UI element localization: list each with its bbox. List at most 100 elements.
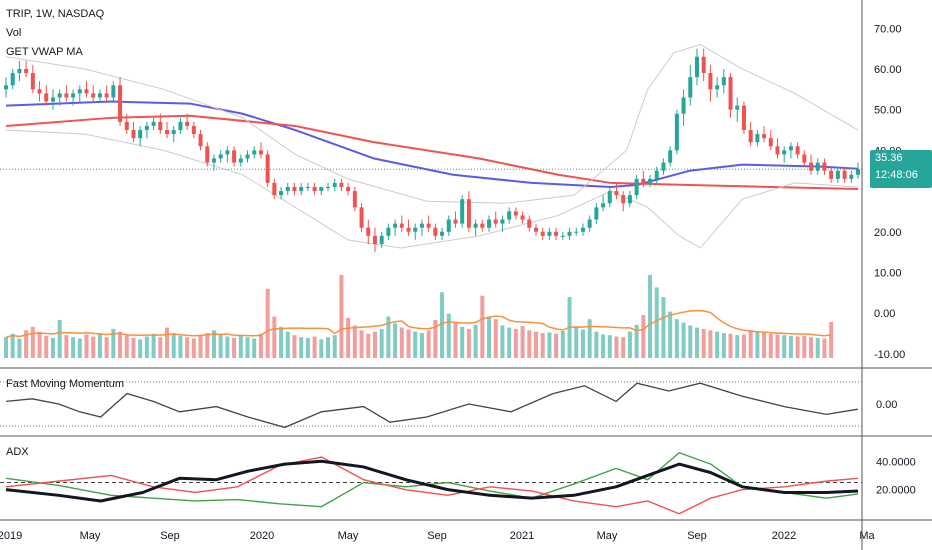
candle-body: [694, 56, 699, 78]
candle-body: [379, 235, 384, 244]
candle-body: [500, 219, 505, 224]
candle-body: [681, 97, 686, 114]
volume-bar: [111, 328, 116, 358]
candle-body: [440, 231, 445, 236]
candle-body: [487, 219, 492, 228]
volume-bar: [627, 331, 632, 358]
time-tick-label: 2019: [0, 530, 22, 542]
volume-bar: [426, 330, 431, 358]
candle-body: [782, 150, 787, 155]
candle-body: [547, 231, 552, 236]
candle-body: [460, 199, 465, 224]
candle-body: [10, 73, 15, 86]
volume-bar: [634, 324, 639, 358]
volume-bar: [419, 333, 424, 358]
volume-ma-line: [5, 309, 832, 338]
candle-body: [71, 93, 76, 98]
volume-bar: [520, 326, 525, 358]
volume-bar: [466, 328, 471, 358]
candle-body: [258, 150, 263, 155]
candle-body: [393, 223, 398, 228]
candle-body: [319, 187, 324, 192]
candle-body: [493, 219, 498, 224]
candle-body: [386, 227, 391, 236]
volume-bar: [453, 323, 458, 358]
volume-bar: [272, 316, 277, 358]
volume-bar: [715, 331, 720, 358]
volume-bar: [580, 329, 585, 358]
volume-bar: [299, 337, 304, 358]
candle-body: [688, 77, 693, 98]
candle-body: [372, 235, 377, 244]
candle-body: [768, 138, 773, 147]
candle-body: [735, 105, 740, 110]
candle-body: [299, 187, 304, 192]
candle-body: [205, 146, 210, 163]
volume-bar: [171, 333, 176, 358]
volume-bar: [822, 338, 827, 358]
momentum-pane-label: Fast Moving Momentum: [6, 378, 124, 390]
volume-bar: [607, 335, 612, 358]
candle-body: [621, 195, 626, 204]
candle-body: [77, 89, 82, 94]
volume-bar: [775, 334, 780, 358]
volume-bar: [701, 328, 706, 358]
volume-bar: [44, 335, 49, 358]
candle-body: [292, 187, 297, 192]
volume-bar: [279, 326, 284, 358]
candle-body: [211, 158, 216, 163]
candle-body: [634, 178, 639, 196]
candle-body: [654, 170, 659, 179]
adx-line: [5, 459, 859, 503]
candle-body: [466, 199, 471, 228]
volume-bar: [795, 336, 800, 358]
volume-bar: [762, 332, 767, 358]
price-tick-label: 50.00: [874, 105, 902, 117]
volume-bar: [64, 335, 69, 358]
volume-bar: [540, 333, 545, 358]
volume-bar: [661, 297, 666, 358]
volume-bar: [71, 337, 76, 358]
candle-body: [701, 56, 706, 74]
volume-bar: [37, 331, 42, 358]
volume-bar: [372, 331, 377, 358]
candle-body: [131, 130, 136, 139]
candle-body: [44, 93, 49, 102]
candle-body: [64, 93, 69, 98]
volume-bar: [446, 313, 451, 358]
volume-bar: [292, 335, 297, 358]
volume-bar: [84, 334, 89, 358]
volume-bar: [533, 331, 538, 358]
candle-body: [165, 130, 170, 135]
volume-bar: [285, 331, 290, 358]
candle-body: [554, 231, 559, 236]
price-tick-label: 60.00: [874, 64, 902, 76]
volume-bar: [621, 337, 626, 358]
candle-body: [50, 97, 55, 102]
time-tick-label: 2022: [772, 530, 796, 542]
candle-body: [762, 134, 767, 139]
volume-bar: [211, 330, 216, 358]
volume-bar: [339, 274, 344, 358]
volume-bar: [57, 319, 62, 358]
volume-bar: [104, 337, 109, 358]
candle-body: [4, 85, 8, 90]
bar-countdown: 12:48:06: [875, 169, 918, 181]
candle-body: [513, 211, 518, 216]
volume-bar: [648, 274, 653, 358]
candle-body: [218, 154, 223, 159]
volume-bar: [319, 339, 324, 358]
candle-body: [574, 231, 579, 233]
candle-body: [339, 182, 344, 187]
candle-body: [185, 121, 190, 126]
candle-body: [453, 219, 458, 224]
candle-body: [540, 231, 545, 236]
adx-pane-label: ADX: [6, 446, 29, 458]
candle-body: [775, 146, 780, 155]
candle-body: [37, 89, 42, 94]
adx-tick-label: 20.0000: [876, 485, 916, 497]
candle-body: [715, 85, 720, 90]
last-price-badge: 35.36 12:48:06: [870, 150, 932, 188]
candle-body: [352, 191, 357, 208]
